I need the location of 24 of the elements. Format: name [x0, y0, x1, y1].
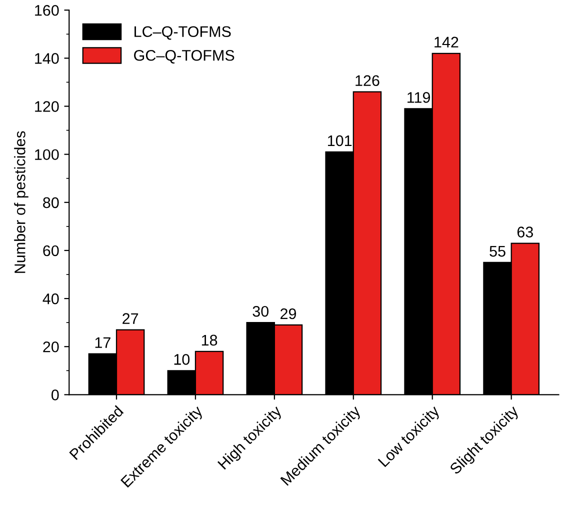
y-tick-label: 80: [43, 197, 59, 208]
data-label: 30: [252, 306, 269, 317]
y-tick-label: 60: [43, 245, 59, 256]
data-label: 17: [95, 337, 110, 348]
data-label: 27: [122, 313, 138, 324]
y-tick-label: 100: [35, 149, 59, 160]
data-label: 126: [356, 75, 380, 86]
y-axis-title: Number of pesticides: [14, 131, 28, 273]
legend-label: GC–Q-TOFMS: [134, 50, 234, 64]
y-tick-label: 0: [52, 390, 59, 400]
y-tick-label: 40: [42, 293, 59, 304]
legend-label: LC–Q-TOFMS: [134, 26, 231, 40]
data-label: 18: [202, 334, 218, 346]
data-label: 101: [328, 135, 352, 146]
data-label: 10: [174, 354, 190, 365]
data-label: 142: [434, 36, 458, 48]
data-label: 119: [408, 92, 430, 103]
y-tick-label: 120: [35, 101, 59, 112]
data-label: 29: [280, 308, 296, 320]
y-tick-label: 20: [43, 341, 59, 352]
y-tick-label: 140: [35, 53, 59, 64]
data-label: 63: [517, 226, 533, 238]
data-label: 55: [490, 246, 506, 257]
y-tick-label: 160: [35, 4, 59, 16]
